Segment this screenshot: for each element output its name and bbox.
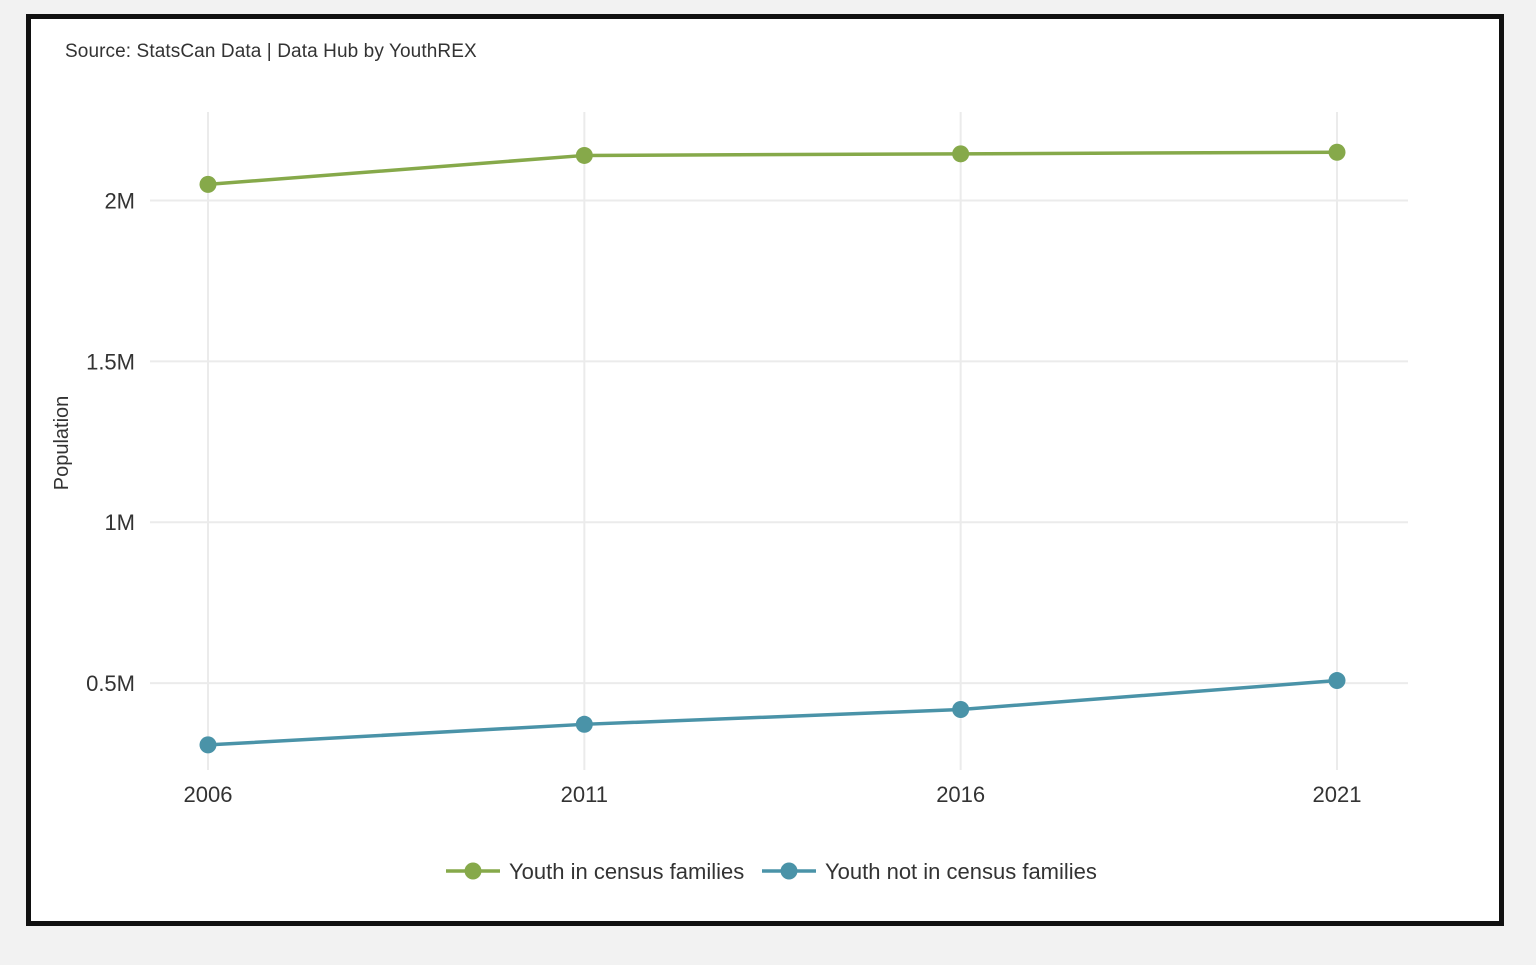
legend-label: Youth not in census families	[825, 859, 1097, 884]
x-tick-label: 2011	[561, 782, 608, 807]
data-point	[575, 146, 593, 164]
series-line	[207, 150, 1338, 187]
data-point	[1328, 672, 1346, 690]
legend-swatch-marker	[464, 862, 482, 880]
data-point	[199, 736, 217, 754]
data-point	[952, 701, 970, 719]
source-note: Source: StatsCan Data | Data Hub by Yout…	[65, 41, 477, 62]
data-point	[1328, 143, 1346, 161]
legend: Youth in census families Youth not in cen…	[446, 859, 1097, 884]
axes: 0.5M 1M 1.5M 2M 2006 2011 2016 2021 Population	[51, 188, 1361, 807]
series-line	[207, 678, 1338, 747]
data-point	[575, 715, 593, 733]
y-tick-label: 2M	[104, 188, 135, 213]
x-tick-label: 2016	[936, 782, 985, 807]
legend-label: Youth in census families	[509, 859, 744, 884]
data-point	[952, 145, 970, 163]
legend-swatch-marker	[780, 862, 798, 880]
data-point	[199, 175, 217, 193]
chart-frame: Source: StatsCan Data | Data Hub by Yout…	[26, 14, 1504, 926]
grid-lines	[150, 112, 1408, 770]
y-tick-label: 1.5M	[86, 349, 135, 374]
y-tick-label: 1M	[104, 510, 135, 535]
y-tick-label: 0.5M	[86, 671, 135, 696]
series	[199, 143, 1346, 754]
y-axis-title: Population	[51, 396, 73, 491]
x-tick-label: 2021	[1313, 782, 1362, 807]
x-tick-label: 2006	[184, 782, 233, 807]
